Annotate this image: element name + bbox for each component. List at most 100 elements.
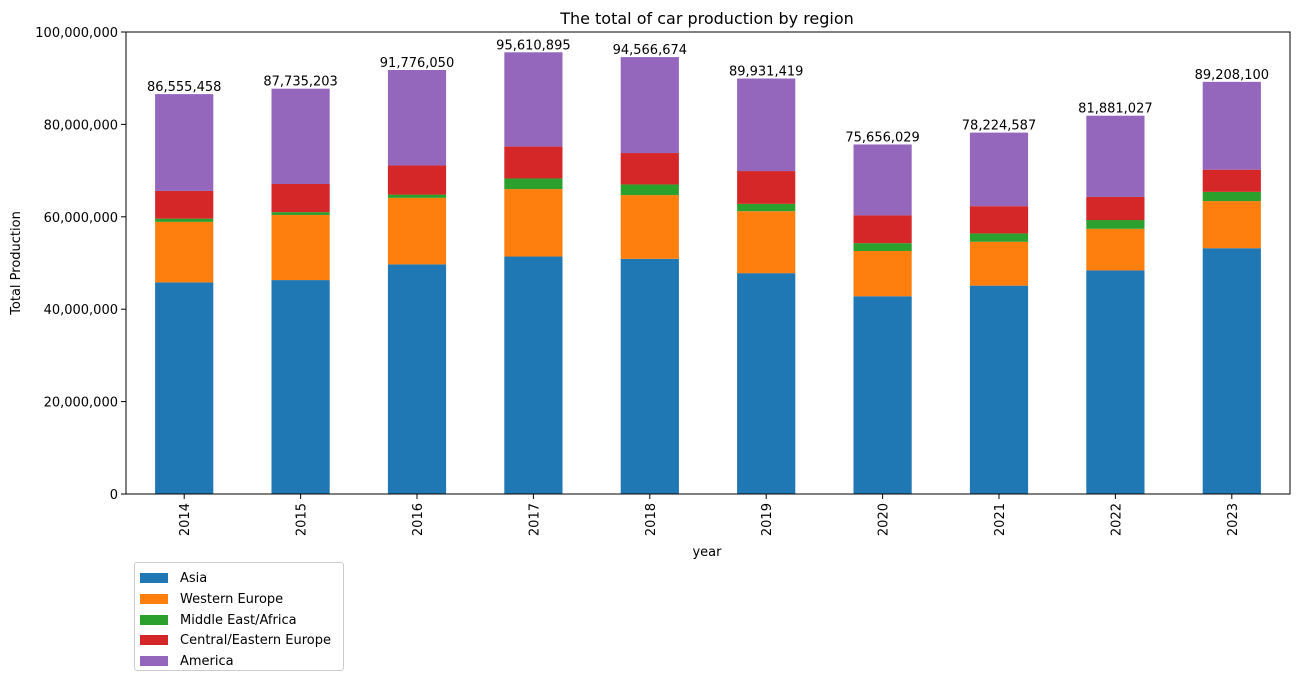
bar-western-europe-2014 xyxy=(155,221,214,283)
bar-middle-east-africa-2018 xyxy=(620,184,679,196)
bar-middle-east-africa-2022 xyxy=(1086,220,1145,229)
bar-central-eastern-europe-2018 xyxy=(620,153,679,185)
total-label-2015: 87,735,203 xyxy=(263,75,337,90)
y-tick-label-2: 40,000,000 xyxy=(44,303,118,318)
total-label-2017: 95,610,895 xyxy=(496,38,570,53)
bar-america-2019 xyxy=(737,78,796,172)
bar-asia-2014 xyxy=(155,282,214,494)
x-tick-label-2020: 2020 xyxy=(877,503,892,536)
y-tick-label-3: 60,000,000 xyxy=(44,211,118,226)
total-label-2023: 89,208,100 xyxy=(1195,68,1269,83)
bar-asia-2023 xyxy=(1202,248,1261,494)
bar-western-europe-2016 xyxy=(387,197,447,265)
bar-western-europe-2015 xyxy=(271,214,330,281)
legend-label-america: America xyxy=(180,653,234,669)
bar-middle-east-africa-2023 xyxy=(1202,191,1261,202)
bar-asia-2020 xyxy=(853,296,912,494)
x-tick-label-2019: 2019 xyxy=(760,503,775,536)
bar-america-2018 xyxy=(620,57,679,154)
bar-western-europe-2019 xyxy=(737,211,796,274)
bar-asia-2015 xyxy=(271,280,330,494)
bar-america-2023 xyxy=(1202,81,1261,170)
bar-middle-east-africa-2014 xyxy=(155,218,214,222)
x-axis-label: year xyxy=(692,545,722,560)
legend-item-western-europe: Western Europe xyxy=(140,589,283,609)
bar-central-eastern-europe-2021 xyxy=(969,206,1029,234)
bar-america-2014 xyxy=(155,94,214,191)
bar-central-eastern-europe-2017 xyxy=(504,146,563,179)
legend-item-central-eastern-europe: Central/Eastern Europe xyxy=(140,630,331,650)
bar-central-eastern-europe-2019 xyxy=(737,171,796,204)
plot-frame xyxy=(125,31,1291,495)
x-tick-label-2021: 2021 xyxy=(993,503,1008,536)
y-tick-label-1: 20,000,000 xyxy=(44,396,118,411)
bar-asia-2018 xyxy=(620,258,679,494)
legend-label-asia: Asia xyxy=(180,570,208,586)
x-tick-label-2014: 2014 xyxy=(178,503,193,536)
total-label-2021: 78,224,587 xyxy=(962,119,1036,134)
bar-central-eastern-europe-2023 xyxy=(1202,169,1261,192)
bar-asia-2022 xyxy=(1086,270,1145,494)
y-tick-label-0: 0 xyxy=(110,488,118,503)
legend-item-america: America xyxy=(140,651,234,671)
legend-swatch-asia xyxy=(140,573,168,583)
total-label-2020: 75,656,029 xyxy=(845,130,919,145)
bar-america-2017 xyxy=(504,52,563,147)
bar-central-eastern-europe-2022 xyxy=(1086,196,1145,221)
bar-central-eastern-europe-2020 xyxy=(853,215,912,244)
legend-item-middle-east-africa: Middle East/Africa xyxy=(140,610,297,630)
bar-middle-east-africa-2019 xyxy=(737,203,796,212)
x-axis: 2014 2015 2016 2017 2018 2019 2020 2021 2022 2023 xyxy=(178,494,1241,536)
x-tick-label-2017: 2017 xyxy=(527,503,542,536)
bar-central-eastern-europe-2016 xyxy=(387,165,447,195)
x-tick-label-2016: 2016 xyxy=(411,503,426,536)
total-labels-group: 86,555,458 87,735,203 91,776,050 95,610,895… xyxy=(147,38,1269,145)
bar-middle-east-africa-2020 xyxy=(853,243,912,251)
x-tick-label-2018: 2018 xyxy=(644,503,659,536)
bar-middle-east-africa-2017 xyxy=(504,178,563,190)
total-label-2018: 94,566,674 xyxy=(613,43,687,58)
bar-western-europe-2022 xyxy=(1086,228,1145,271)
bar-america-2022 xyxy=(1086,115,1145,197)
y-tick-label-4: 80,000,000 xyxy=(44,118,118,133)
y-axis-label: Total Production xyxy=(9,211,24,316)
legend-swatch-america xyxy=(140,656,168,666)
bar-america-2021 xyxy=(969,132,1029,207)
legend-item-asia: Asia xyxy=(140,568,207,588)
bar-central-eastern-europe-2014 xyxy=(155,190,214,219)
legend-swatch-middle-east-africa xyxy=(140,615,168,625)
bar-western-europe-2021 xyxy=(969,241,1029,286)
bar-asia-2021 xyxy=(969,285,1029,494)
bar-america-2020 xyxy=(853,144,912,216)
legend-label-central-eastern-europe: Central/Eastern Europe xyxy=(180,632,331,648)
y-tick-label-5: 100,000,000 xyxy=(35,26,118,41)
total-label-2014: 86,555,458 xyxy=(147,80,221,95)
bar-central-eastern-europe-2015 xyxy=(271,184,330,213)
x-tick-label-2023: 2023 xyxy=(1226,503,1241,536)
bar-middle-east-africa-2016 xyxy=(387,194,447,198)
bar-western-europe-2017 xyxy=(504,189,563,257)
legend-label-middle-east-africa: Middle East/Africa xyxy=(180,612,297,628)
bar-middle-east-africa-2015 xyxy=(271,212,330,215)
legend-swatch-central-eastern-europe xyxy=(140,635,168,645)
total-label-2019: 89,931,419 xyxy=(729,65,803,80)
legend: Asia Western Europe Middle East/Africa C… xyxy=(134,562,344,671)
bar-western-europe-2020 xyxy=(853,250,912,297)
legend-swatch-western-europe xyxy=(140,594,168,604)
bar-asia-2016 xyxy=(387,264,447,494)
chart-title: The total of car production by region xyxy=(559,9,854,28)
bar-america-2016 xyxy=(387,69,447,166)
bar-western-europe-2018 xyxy=(620,195,679,259)
total-label-2016: 91,776,050 xyxy=(380,56,454,71)
total-label-2022: 81,881,027 xyxy=(1078,102,1152,117)
x-tick-label-2015: 2015 xyxy=(295,503,310,536)
bar-western-europe-2023 xyxy=(1202,201,1261,249)
y-axis: 0 20,000,000 40,000,000 60,000,000 80,000,00… xyxy=(35,26,126,503)
bar-middle-east-africa-2021 xyxy=(969,233,1029,242)
bar-asia-2017 xyxy=(504,256,563,494)
x-tick-label-2022: 2022 xyxy=(1109,503,1124,536)
bars-group xyxy=(155,52,1261,494)
legend-label-western-europe: Western Europe xyxy=(180,591,284,607)
